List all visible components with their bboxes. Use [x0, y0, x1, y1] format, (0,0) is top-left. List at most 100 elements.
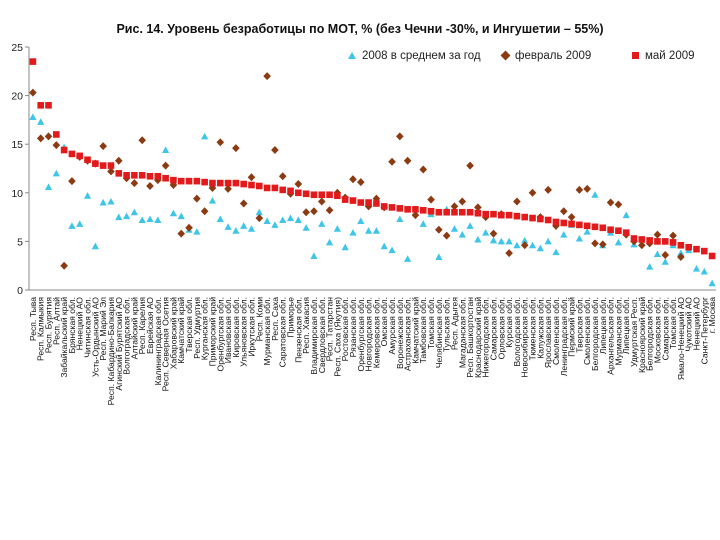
point-square: [513, 212, 521, 220]
x-tick-label: Свердловская обл.: [317, 297, 327, 373]
point-square: [29, 58, 37, 65]
point-square: [560, 219, 568, 227]
point-triangle: [208, 196, 217, 204]
point-triangle: [560, 230, 568, 238]
point-square: [60, 146, 68, 154]
point-triangle: [614, 238, 623, 246]
point-square: [661, 238, 669, 245]
point-square: [498, 211, 505, 219]
x-tick-label: Омская обл.: [379, 297, 389, 346]
point-square: [544, 216, 552, 224]
x-tick-label: Самарская обл.: [489, 297, 499, 360]
point-square: [240, 180, 247, 188]
point-triangle: [466, 222, 474, 229]
series-triangle: [29, 113, 716, 287]
point-diamond: [294, 180, 303, 189]
point-square: [76, 152, 84, 160]
point-diamond: [489, 229, 498, 238]
x-tick-label: Респ. Саха: [270, 297, 280, 341]
point-triangle: [318, 220, 326, 227]
point-triangle: [646, 263, 654, 270]
x-tick-label: Московская обл.: [652, 297, 662, 363]
point-triangle: [107, 197, 115, 205]
point-diamond: [216, 138, 225, 147]
point-square: [599, 224, 607, 232]
x-tick-label: Приморье: [286, 297, 296, 338]
point-diamond: [466, 161, 474, 170]
x-tick-label: Приморский край: [207, 297, 217, 367]
x-tick-label: Тульская обл.: [442, 297, 452, 352]
x-tick-label: Респ. Калмыкия: [36, 297, 46, 361]
point-diamond: [638, 241, 646, 250]
point-triangle: [138, 216, 146, 224]
point-triangle: [302, 224, 310, 231]
point-triangle: [653, 250, 662, 258]
point-triangle: [450, 225, 459, 232]
point-diamond: [513, 197, 521, 206]
point-triangle: [341, 243, 349, 251]
point-square: [302, 190, 310, 198]
point-diamond: [99, 142, 107, 151]
point-diamond: [669, 231, 677, 240]
point-diamond: [458, 197, 467, 206]
x-tick-label: Самарская обл.: [660, 297, 670, 360]
point-triangle: [380, 242, 388, 250]
x-tick-label: Респ. Бурятия: [44, 297, 54, 354]
point-diamond: [403, 156, 412, 165]
point-square: [693, 245, 700, 253]
point-triangle: [388, 246, 396, 254]
point-triangle: [162, 146, 170, 154]
x-tick-label: Смоленская обл.: [582, 297, 592, 365]
x-tick-label: Респ. Кабардино-Балкария: [106, 297, 116, 406]
x-tick-label: Тюменская обл.: [528, 297, 538, 360]
x-tick-label: Пермский край: [567, 297, 577, 357]
x-tick-label: Агинский Бурятский АО: [114, 297, 124, 391]
x-tick-label: Смоленская обл.: [551, 297, 561, 365]
point-triangle: [154, 216, 162, 224]
x-tick-label: Брянская обл.: [67, 297, 77, 354]
point-triangle: [232, 227, 240, 234]
point-triangle: [193, 228, 201, 235]
point-square: [388, 204, 396, 211]
x-tick-label: Ленинградская обл.: [559, 297, 569, 376]
point-square: [591, 223, 599, 231]
point-triangle: [83, 192, 92, 199]
point-diamond: [36, 134, 45, 143]
point-triangle: [29, 113, 37, 120]
x-tick-label: Тверская обл.: [574, 297, 584, 353]
point-triangle: [279, 216, 287, 224]
point-square: [326, 191, 333, 199]
point-triangle: [240, 222, 248, 229]
point-diamond: [583, 184, 591, 193]
point-square: [232, 179, 240, 187]
point-square: [435, 208, 443, 216]
x-tick-label: Камчатский край: [410, 297, 420, 364]
point-triangle: [482, 229, 490, 236]
point-triangle: [255, 208, 263, 216]
point-diamond: [606, 198, 615, 207]
x-tick-label: Липецкая обл.: [598, 297, 608, 354]
point-square: [380, 203, 388, 210]
point-triangle: [372, 227, 381, 234]
x-tick-label: Оренбургская обл.: [356, 297, 366, 371]
point-square: [115, 170, 123, 177]
point-diamond: [193, 194, 201, 203]
point-square: [310, 191, 318, 199]
point-diamond: [255, 214, 264, 223]
point-square: [412, 206, 419, 213]
point-triangle: [583, 228, 591, 235]
x-tick-label: Чукотский АО: [684, 297, 694, 352]
point-diamond: [325, 206, 334, 215]
x-tick-label: Респ. Хакасия: [301, 297, 311, 354]
point-triangle: [419, 220, 427, 227]
y-tick-label: 10: [11, 188, 23, 200]
point-diamond: [224, 184, 232, 193]
point-square: [615, 227, 622, 235]
point-triangle: [146, 215, 154, 223]
x-tick-label: Амурская обл.: [387, 297, 397, 355]
point-triangle: [115, 213, 123, 221]
point-triangle: [357, 217, 365, 224]
x-tick-label: Удмуртская Респ.: [629, 297, 639, 367]
